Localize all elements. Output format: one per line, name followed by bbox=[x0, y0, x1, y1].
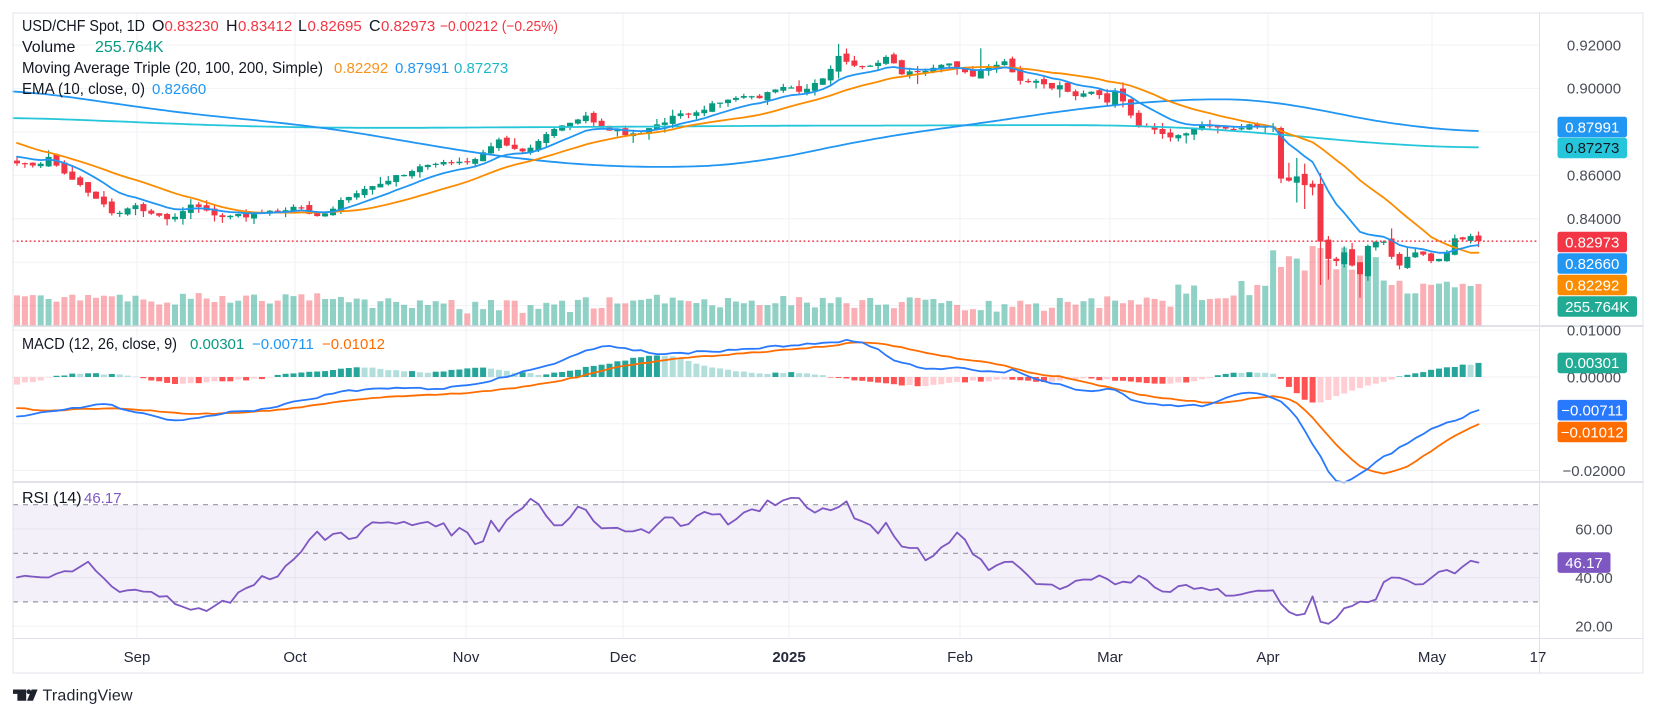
svg-text:MACD (12, 26, close, 9): MACD (12, 26, close, 9) bbox=[22, 336, 177, 353]
svg-text:0.87991: 0.87991 bbox=[395, 60, 449, 77]
svg-text:−0.00711: −0.00711 bbox=[252, 336, 314, 353]
svg-text:0.82695: 0.82695 bbox=[308, 18, 362, 35]
svg-text:−0.02000: −0.02000 bbox=[1563, 463, 1626, 480]
svg-text:40.00: 40.00 bbox=[1575, 570, 1613, 587]
svg-text:0.87273: 0.87273 bbox=[1565, 140, 1619, 157]
svg-text:0.82660: 0.82660 bbox=[1565, 256, 1619, 273]
svg-text:Oct: Oct bbox=[283, 649, 307, 666]
svg-text:255.764K: 255.764K bbox=[1565, 299, 1629, 316]
svg-text:−0.00212 (−0.25%): −0.00212 (−0.25%) bbox=[440, 18, 558, 35]
svg-text:Apr: Apr bbox=[1256, 649, 1279, 666]
svg-text:0.82973: 0.82973 bbox=[381, 18, 435, 35]
svg-text:0.82973: 0.82973 bbox=[1565, 234, 1619, 251]
svg-text:0.86000: 0.86000 bbox=[1567, 168, 1621, 185]
svg-text:0.83230: 0.83230 bbox=[165, 18, 219, 35]
svg-text:17: 17 bbox=[1530, 649, 1547, 666]
svg-text:0.01000: 0.01000 bbox=[1567, 323, 1621, 340]
svg-text:0.90000: 0.90000 bbox=[1567, 81, 1621, 98]
svg-text:20.00: 20.00 bbox=[1575, 619, 1613, 636]
svg-text:Sep: Sep bbox=[124, 649, 151, 666]
svg-text:0.87991: 0.87991 bbox=[1565, 119, 1619, 136]
svg-text:Dec: Dec bbox=[610, 649, 637, 666]
svg-text:TradingView: TradingView bbox=[43, 688, 133, 705]
svg-text:0.84000: 0.84000 bbox=[1567, 211, 1621, 228]
svg-text:0.87273: 0.87273 bbox=[454, 60, 508, 77]
svg-text:46.17: 46.17 bbox=[1565, 555, 1603, 572]
svg-text:0.00301: 0.00301 bbox=[190, 336, 244, 353]
svg-text:0.92000: 0.92000 bbox=[1567, 37, 1621, 54]
svg-text:0.83412: 0.83412 bbox=[238, 18, 292, 35]
svg-text:RSI (14): RSI (14) bbox=[22, 490, 82, 507]
svg-text:O: O bbox=[152, 18, 164, 35]
svg-text:−0.01012: −0.01012 bbox=[1561, 424, 1624, 441]
svg-text:Moving Average Triple (20, 100: Moving Average Triple (20, 100, 200, Sim… bbox=[22, 60, 323, 77]
svg-text:0.82292: 0.82292 bbox=[334, 60, 388, 77]
svg-text:May: May bbox=[1418, 649, 1447, 666]
svg-text:60.00: 60.00 bbox=[1575, 521, 1613, 538]
svg-text:−0.01012: −0.01012 bbox=[322, 336, 385, 353]
svg-text:USD/CHF Spot, 1D: USD/CHF Spot, 1D bbox=[22, 18, 145, 35]
svg-text:0.00000: 0.00000 bbox=[1567, 369, 1621, 386]
svg-text:Mar: Mar bbox=[1097, 649, 1123, 666]
svg-text:0.82660: 0.82660 bbox=[152, 81, 206, 98]
svg-text:C: C bbox=[369, 18, 381, 35]
svg-text:0.00301: 0.00301 bbox=[1565, 355, 1619, 372]
svg-text:H: H bbox=[226, 18, 238, 35]
svg-text:2025: 2025 bbox=[772, 649, 805, 666]
svg-text:L: L bbox=[298, 18, 307, 35]
svg-text:Nov: Nov bbox=[453, 649, 480, 666]
svg-text:−0.00711: −0.00711 bbox=[1561, 403, 1623, 420]
svg-text:255.764K: 255.764K bbox=[95, 39, 164, 56]
svg-text:Feb: Feb bbox=[947, 649, 973, 666]
svg-text:Volume: Volume bbox=[22, 39, 75, 56]
svg-text:0.82292: 0.82292 bbox=[1565, 277, 1619, 294]
svg-text:46.17: 46.17 bbox=[84, 490, 122, 507]
svg-text:EMA (10, close, 0): EMA (10, close, 0) bbox=[22, 81, 145, 98]
